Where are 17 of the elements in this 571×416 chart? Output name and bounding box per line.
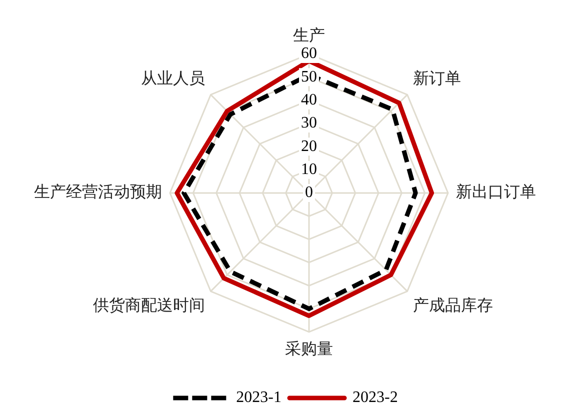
y-tick-label: 60	[301, 45, 317, 62]
spoke-label: 生产经营活动预期	[34, 183, 162, 202]
y-tick-label: 10	[301, 161, 317, 178]
y-tick-label: 0	[305, 184, 313, 202]
y-tick-label: 40	[301, 92, 317, 109]
y-tick-label: 20	[301, 138, 317, 155]
y-tick-label: 30	[301, 114, 317, 132]
spoke-label: 新订单	[412, 70, 461, 88]
y-tick-label: 50	[301, 68, 317, 86]
spoke-label: 新出口订单	[456, 183, 536, 202]
legend-label: 2023-1	[236, 389, 282, 406]
spoke-label: 采购量	[285, 340, 333, 358]
legend-label: 2023-2	[352, 389, 398, 406]
spoke-label: 供货商配送时间	[93, 296, 206, 315]
spoke-label: 生产	[293, 26, 325, 45]
spoke-label: 产成品库存	[412, 296, 493, 315]
spoke-label: 从业人员	[141, 70, 206, 88]
